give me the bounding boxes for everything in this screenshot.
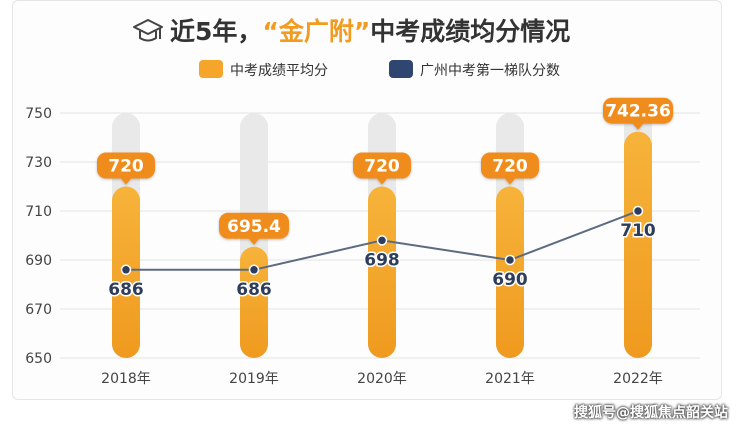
callout-pointer <box>120 177 132 185</box>
title-prefix: 近5年， <box>170 17 262 46</box>
bar-value-label: 720 <box>108 157 144 177</box>
x-tick-label: 2020年 <box>357 371 407 387</box>
line-value-label: 710 <box>620 221 656 241</box>
x-tick-label: 2022年 <box>613 371 663 387</box>
bar-value-label: 695.4 <box>227 217 281 237</box>
callout-box <box>219 212 289 239</box>
line-value-label: 698 <box>364 250 400 270</box>
title-group: 近5年，“金广附”中考成绩均分情况 <box>133 17 570 46</box>
cap-base <box>139 31 157 42</box>
bar-value-callout <box>219 212 289 245</box>
title-highlight: “金广附” <box>262 17 370 46</box>
bar-value-callout <box>353 152 411 185</box>
x-tick-label: 2019年 <box>229 371 279 387</box>
callout-pointer <box>376 177 388 185</box>
bar <box>624 131 652 358</box>
line-value-label: 686 <box>236 280 272 300</box>
callout-pointer <box>504 177 516 185</box>
line-value-label: 686 <box>108 280 144 300</box>
y-axis-ticks: 650 670 690 710 730 750 <box>25 106 52 367</box>
x-axis-labels: 2018年 2019年 2020年 2021年 2022年 <box>101 371 663 387</box>
bar <box>496 186 524 358</box>
x-tick-label: 2021年 <box>485 371 535 387</box>
callout-pointer <box>632 122 644 130</box>
y-tick-label: 710 <box>25 204 52 220</box>
callout-pointer <box>248 237 260 245</box>
callout-box <box>481 152 539 179</box>
line-point <box>248 264 260 276</box>
bar-value-label: 720 <box>492 157 528 177</box>
legend: 中考成绩平均分 广州中考第一梯队分数 <box>199 60 560 79</box>
chart-title: 近5年，“金广附”中考成绩均分情况 <box>170 17 570 46</box>
callout-box <box>603 97 673 124</box>
y-tick-label: 730 <box>25 155 52 171</box>
y-tick-label: 650 <box>25 351 52 367</box>
graduation-cap-icon <box>133 19 163 42</box>
line-value-label: 690 <box>492 270 528 290</box>
bar-value-callout <box>603 97 673 130</box>
bars <box>112 131 652 358</box>
bar <box>368 186 396 358</box>
legend-swatch-line <box>389 60 413 78</box>
cap-top <box>133 19 163 35</box>
legend-swatch-bar <box>199 60 223 78</box>
line-value-labels: 686 686 698 690 710 <box>107 220 658 302</box>
line-series <box>120 205 644 276</box>
y-tick-label: 750 <box>25 106 52 122</box>
y-tick-label: 670 <box>25 302 52 318</box>
y-tick-label: 690 <box>25 253 52 269</box>
watermark: 搜狐号@搜狐焦点韶关站 <box>574 405 728 421</box>
bar-value-callout <box>97 152 155 185</box>
line-point <box>376 235 388 246</box>
bar-value-label: 720 <box>364 157 400 177</box>
bar-value-callout <box>481 152 539 185</box>
line-point <box>504 254 516 266</box>
line-point <box>120 264 132 276</box>
callout-box <box>97 152 155 179</box>
legend-label-bar: 中考成绩平均分 <box>230 63 328 79</box>
legend-label-line: 广州中考第一梯队分数 <box>420 62 560 79</box>
callout-box <box>353 152 411 179</box>
x-tick-label: 2018年 <box>101 371 151 387</box>
line-point <box>632 205 644 217</box>
title-suffix: 中考成绩均分情况 <box>370 17 570 46</box>
bar <box>240 246 268 358</box>
bar-value-labels: 720 695.4 720 720 742.36 <box>97 97 673 245</box>
bar-value-label: 742.36 <box>605 102 671 122</box>
